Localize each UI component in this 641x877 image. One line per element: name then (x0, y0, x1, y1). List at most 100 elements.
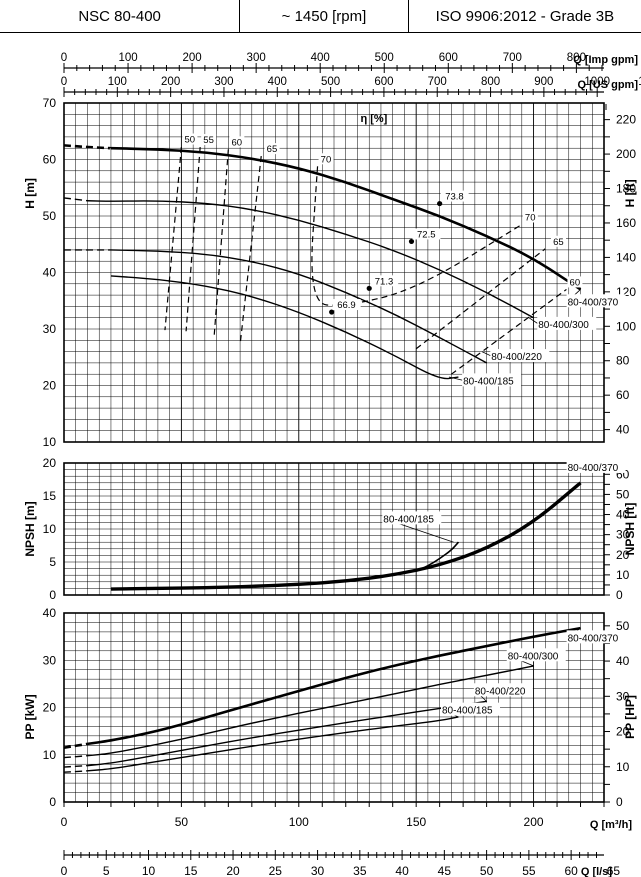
efficiency-label: 70 (321, 154, 332, 165)
h-m-tick-label: 50 (43, 209, 57, 223)
efficiency-point (408, 238, 415, 245)
imp-gpm-label: 300 (247, 52, 266, 64)
npsh-ft-axis-title: NPSH [ft] (623, 503, 637, 556)
imp-gpm-label: 700 (503, 52, 522, 64)
us-gpm-label: 200 (161, 76, 180, 88)
us-gpm-axis-title: Q [US gpm] (578, 79, 639, 91)
head-label-370-bg (566, 294, 626, 308)
power-80-400-185-series (87, 716, 459, 772)
efficiency-label: 65 (553, 237, 564, 248)
head-label-185-bg (462, 373, 522, 387)
npsh-m-tick-label: 10 (43, 522, 57, 536)
standard-label: ISO 9906:2012 - Grade 3B (435, 7, 615, 25)
imp-gpm-label: 100 (118, 52, 137, 64)
p-hp-tick-label: 0 (616, 795, 623, 809)
npsh-m-axis-title: NPSH [m] (23, 501, 37, 556)
npsh-label-185-bg (382, 511, 442, 525)
efficiency-label: 65 (267, 144, 278, 155)
head-80-400-370-series-dashed (63, 144, 112, 150)
efficiency-label: 60 (231, 137, 242, 148)
power-label-220: 80-400/220 (475, 686, 526, 697)
efficiency-contour (213, 149, 229, 335)
npsh-m-tick-label: 5 (49, 555, 56, 569)
imp-gpm-axis-title: Q [Imp gpm] (573, 54, 638, 66)
efficiency-label-bg (370, 275, 399, 287)
h-m-tick-label: 10 (43, 435, 57, 449)
npsh-ft-tick-label: 30 (616, 528, 630, 542)
efficiency-label: 73.8 (445, 192, 464, 203)
p-hp-tick-label: 20 (616, 725, 630, 739)
m3h-tick-label: 200 (524, 815, 544, 829)
efficiency-label-bg (229, 136, 245, 148)
npsh-ft-tick-label: 50 (616, 487, 630, 501)
head-label-185: 80-400/185 (463, 376, 514, 387)
efficiency-label-bg (264, 143, 280, 155)
npsh-ft-tick-label: 40 (616, 508, 630, 522)
efficiency-label-bg (318, 153, 334, 165)
power-label-370: 80-400/370 (568, 633, 619, 644)
ls-tick-label: 5 (103, 864, 110, 877)
us-gpm-label: 600 (374, 76, 393, 88)
h-ft-tick-label: 200 (616, 147, 636, 161)
power-80-400-370-series-dashed (63, 742, 88, 749)
power-80-400-300-series-dashed (63, 754, 88, 759)
ls-tick-label: 45 (438, 864, 452, 877)
head-80-400-300-series-dashed (63, 197, 88, 202)
imp-gpm-label: 500 (375, 52, 394, 64)
h-ft-axis-title: H [ft] (623, 179, 637, 207)
speed-label: ~ 1450 [rpm] (240, 0, 409, 32)
power-label-185: 80-400/185 (442, 706, 493, 717)
ls-tick-label: 25 (269, 864, 283, 877)
npsh-series-80-400-185 (415, 541, 460, 572)
head-label-300: 80-400/300 (538, 320, 589, 331)
head-label-300-leader (528, 317, 539, 325)
npsh-series-80-400-370 (110, 481, 582, 591)
efficiency-contour (164, 147, 182, 331)
m3h-tick-label: 100 (289, 815, 309, 829)
efficiency-contour (185, 147, 201, 332)
efficiency-point (329, 309, 335, 315)
head-80-400-300-series (87, 200, 534, 319)
ls-tick-label: 50 (480, 864, 494, 877)
power-80-400-220-series (87, 700, 487, 767)
head-label-220-leader (481, 351, 492, 357)
npsh-label-185: 80-400/185 (383, 514, 434, 525)
p-kw-tick-label: 20 (43, 701, 57, 715)
npsh-ft-tick-label: 10 (616, 568, 630, 582)
h-m-tick-label: 40 (43, 266, 57, 280)
efficiency-label-bg (522, 211, 538, 223)
us-gpm-label: 100 (108, 76, 127, 88)
m3h-tick-label: 0 (61, 815, 68, 829)
power-label-300-bg (506, 648, 566, 662)
h-ft-tick-label: 80 (616, 354, 630, 368)
power-80-400-185-series-dashed (63, 770, 88, 773)
power-label-370-bg (566, 630, 626, 644)
head-label-185-leader (448, 376, 464, 381)
head-80-400-220-series (110, 249, 487, 364)
power-label-220-bg (473, 683, 533, 697)
p-hp-tick-label: 50 (616, 619, 630, 633)
efficiency-label-bg (182, 133, 198, 145)
efficiency-label-bg (201, 134, 217, 146)
h-ft-tick-label: 60 (616, 388, 630, 402)
efficiency-contour (415, 248, 546, 350)
efficiency-label: 66.9 (337, 300, 356, 311)
us-gpm-label: 900 (534, 76, 553, 88)
npsh-ft-tick-label: 0 (616, 588, 623, 602)
npsh-label-370-bg (566, 459, 626, 473)
npsh-ft-tick-label: 20 (616, 548, 630, 562)
p-kw-tick-label: 10 (43, 748, 57, 762)
head-label-220: 80-400/220 (491, 352, 542, 363)
power-80-400-220-series-dashed (63, 764, 88, 768)
h-m-tick-label: 20 (43, 379, 57, 393)
efficiency-label-bg (440, 190, 469, 202)
ls-tick-label: 20 (226, 864, 240, 877)
head-label-370: 80-400/370 (568, 297, 619, 308)
p-hp-axis-title: PP [HP] (623, 695, 637, 739)
m3h-tick-label: 50 (175, 815, 189, 829)
h-ft-tick-label: 220 (616, 113, 636, 127)
p-kw-tick-label: 40 (43, 606, 57, 620)
ls-tick-label: 65 (607, 864, 621, 877)
imp-gpm-label: 0 (61, 52, 67, 64)
